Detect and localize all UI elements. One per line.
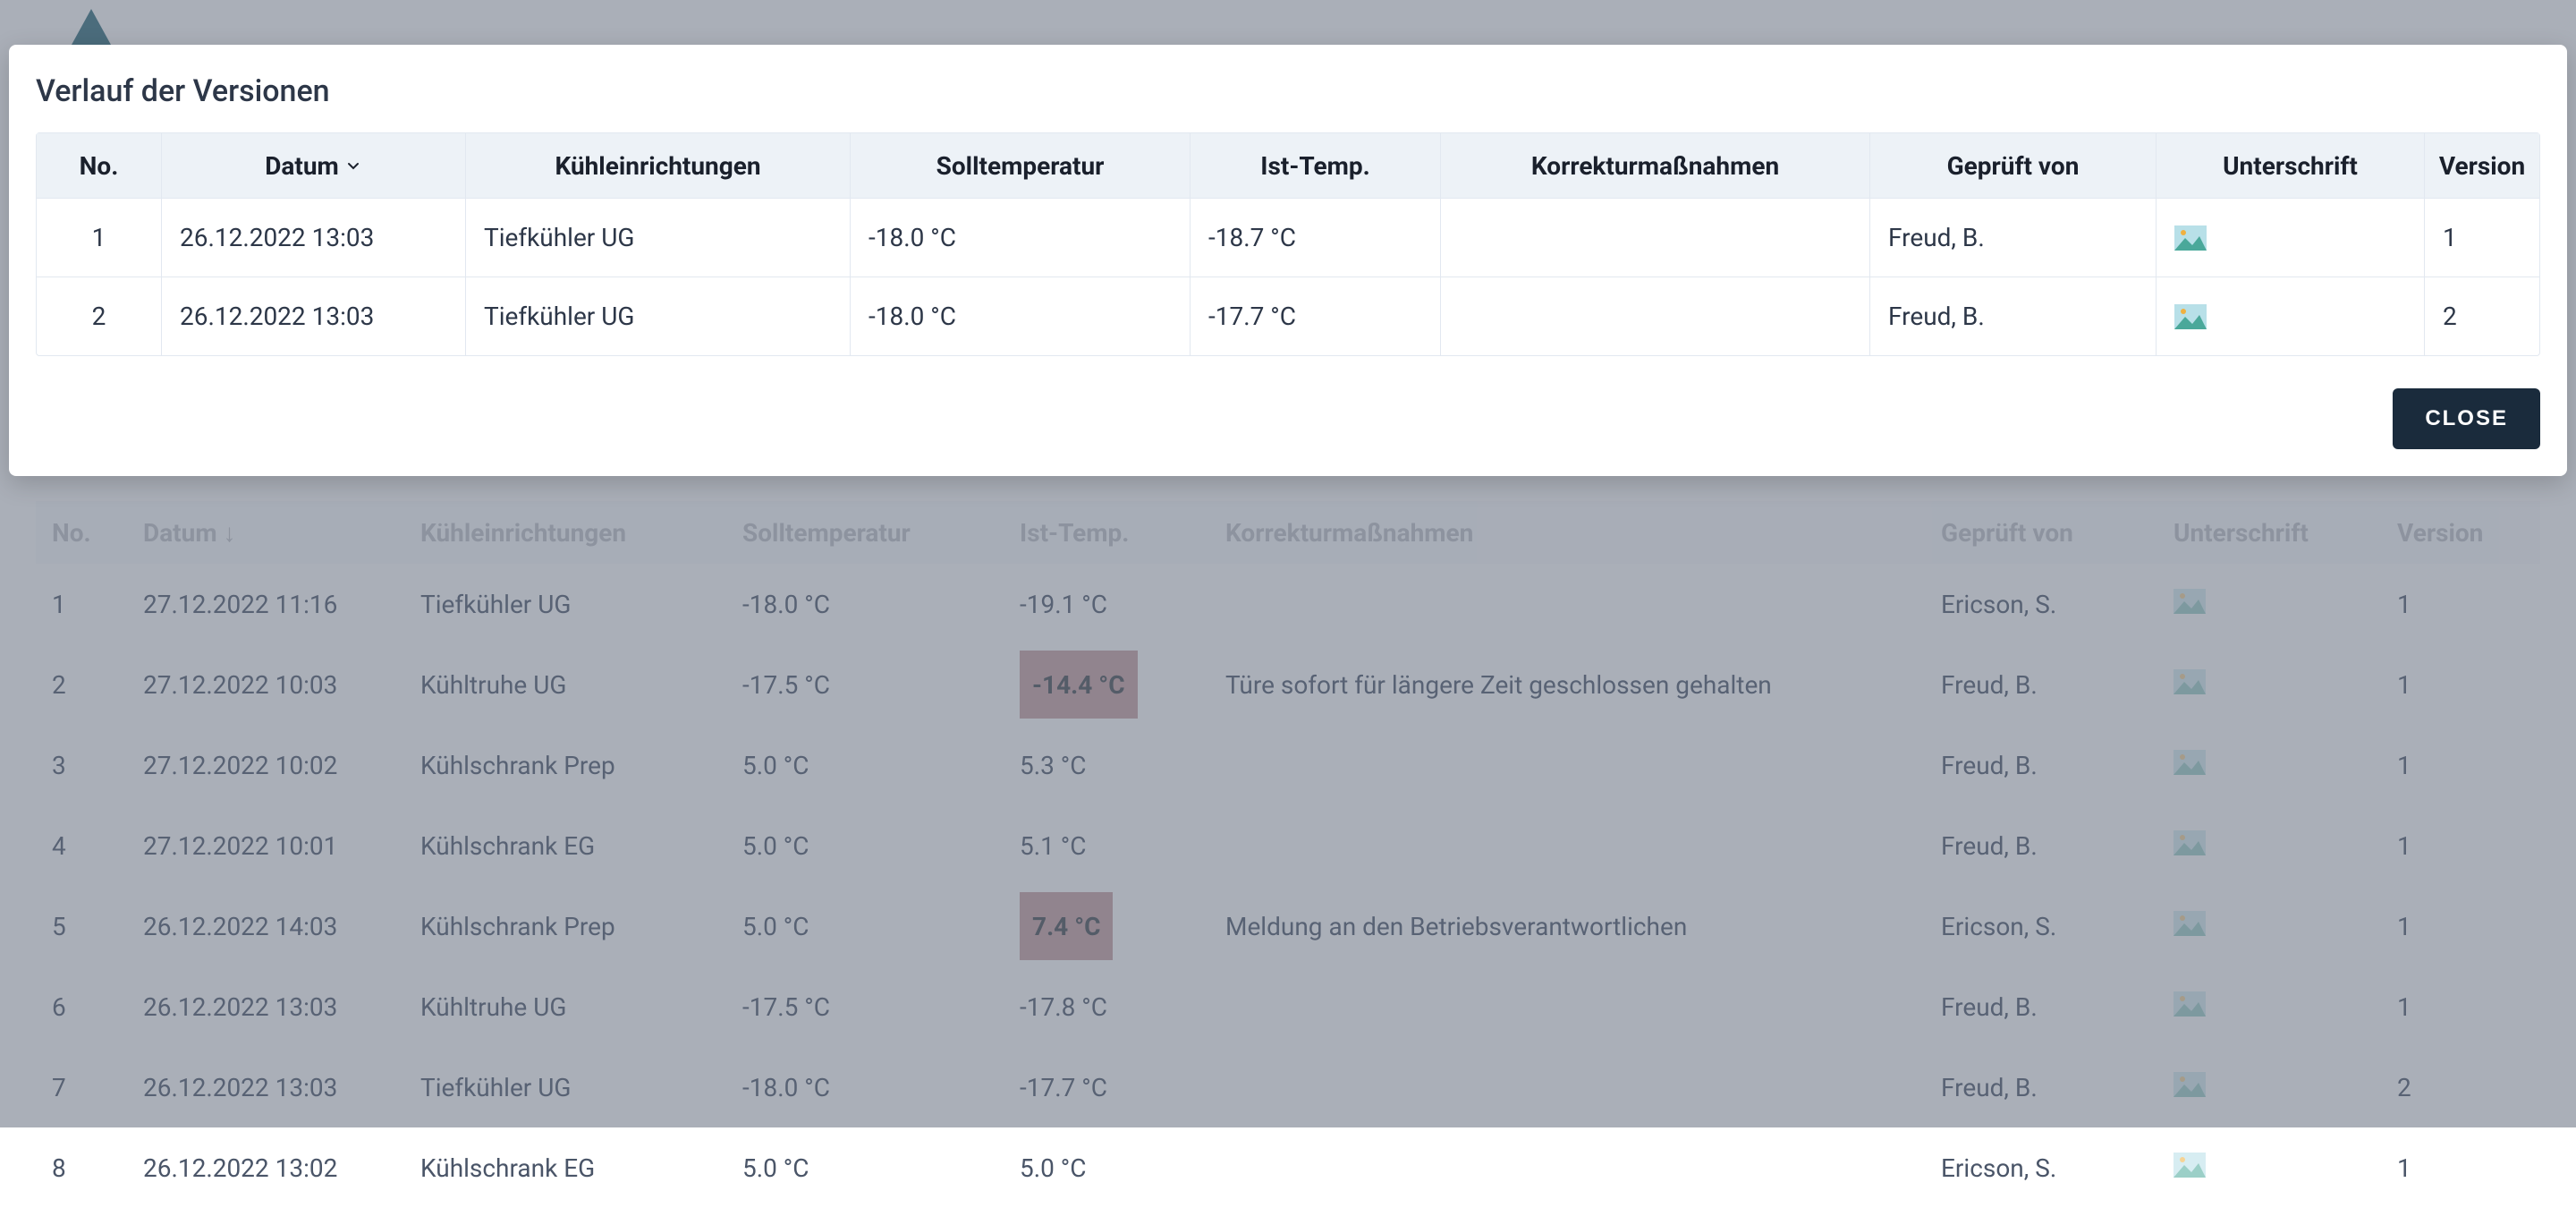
cell-ver: 2 bbox=[2425, 277, 2539, 355]
cell-ver: 1 bbox=[2425, 199, 2539, 276]
cell-no: 1 bbox=[37, 199, 162, 276]
cell-soll: -18.0 °C bbox=[851, 199, 1191, 276]
cell-equip: Tiefkühler UG bbox=[466, 277, 851, 355]
cell-korr bbox=[1441, 199, 1870, 276]
cell-no: 2 bbox=[37, 277, 162, 355]
modal-col-sig[interactable]: Unterschrift bbox=[2157, 133, 2425, 198]
cell-korr bbox=[1441, 277, 1870, 355]
version-history-modal: Verlauf der Versionen No. Datum Kühleinr… bbox=[9, 45, 2567, 476]
cell-no: 8 bbox=[36, 1153, 143, 1183]
modal-title: Verlauf der Versionen bbox=[36, 73, 2540, 109]
cell-equip: Tiefkühler UG bbox=[466, 199, 851, 276]
chevron-down-icon bbox=[344, 157, 362, 174]
modal-col-korr[interactable]: Korrekturmaßnahmen bbox=[1441, 133, 1870, 198]
signature-image-icon[interactable] bbox=[2174, 1153, 2206, 1178]
signature-image-icon[interactable] bbox=[2174, 225, 2207, 251]
cell-date: 26.12.2022 13:02 bbox=[143, 1153, 420, 1183]
cell-ver: 1 bbox=[2397, 1153, 2540, 1183]
signature-image-icon[interactable] bbox=[2174, 304, 2207, 329]
cell-date: 26.12.2022 13:03 bbox=[162, 277, 466, 355]
cell-sig bbox=[2157, 277, 2425, 355]
cell-pruf: Freud, B. bbox=[1870, 199, 2157, 276]
table-row[interactable]: 826.12.2022 13:02Kühlschrank EG5.0 °C5.0… bbox=[36, 1127, 2540, 1208]
cell-date: 26.12.2022 13:03 bbox=[162, 199, 466, 276]
modal-col-no[interactable]: No. bbox=[37, 133, 162, 198]
modal-table-header: No. Datum Kühleinrichtungen Solltemperat… bbox=[37, 133, 2539, 198]
cell-ist: -17.7 °C bbox=[1191, 277, 1441, 355]
cell-soll: -18.0 °C bbox=[851, 277, 1191, 355]
modal-col-date[interactable]: Datum bbox=[162, 133, 466, 198]
modal-col-soll[interactable]: Solltemperatur bbox=[851, 133, 1191, 198]
table-row[interactable]: 126.12.2022 13:03Tiefkühler UG-18.0 °C-1… bbox=[37, 198, 2539, 276]
cell-ist: 5.0 °C bbox=[1020, 1153, 1225, 1183]
modal-col-ist[interactable]: Ist-Temp. bbox=[1191, 133, 1441, 198]
modal-table: No. Datum Kühleinrichtungen Solltemperat… bbox=[36, 132, 2540, 356]
close-button[interactable]: CLOSE bbox=[2393, 388, 2540, 449]
cell-sig bbox=[2174, 1153, 2397, 1184]
table-row[interactable]: 226.12.2022 13:03Tiefkühler UG-18.0 °C-1… bbox=[37, 276, 2539, 355]
modal-col-date-label: Datum bbox=[265, 151, 339, 181]
cell-pruf: Ericson, S. bbox=[1941, 1153, 2174, 1183]
modal-col-equip[interactable]: Kühleinrichtungen bbox=[466, 133, 851, 198]
cell-sig bbox=[2157, 199, 2425, 276]
cell-equip: Kühlschrank EG bbox=[420, 1153, 742, 1183]
cell-pruf: Freud, B. bbox=[1870, 277, 2157, 355]
modal-col-ver[interactable]: Version bbox=[2425, 133, 2539, 198]
modal-col-pruf[interactable]: Geprüft von bbox=[1870, 133, 2157, 198]
cell-ist: -18.7 °C bbox=[1191, 199, 1441, 276]
cell-soll: 5.0 °C bbox=[742, 1153, 1020, 1183]
